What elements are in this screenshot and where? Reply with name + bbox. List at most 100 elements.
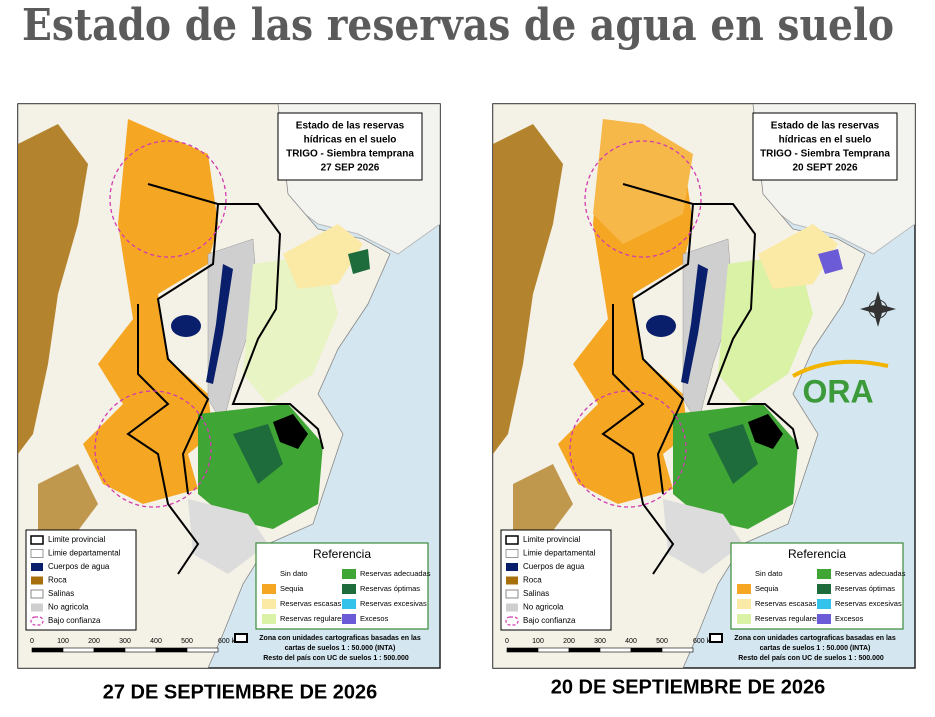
page-title: Estado de las reservas de agua en suelo [22, 0, 894, 51]
note-line: Resto del país con UC de suelos 1 : 500.… [738, 655, 884, 662]
note-line: cartas de suelos 1 : 50.000 (INTA) [760, 645, 871, 652]
logo-swoosh [792, 359, 889, 378]
scale-segment [537, 647, 570, 653]
legend-swatch [31, 576, 43, 585]
legend-swatch [506, 576, 518, 585]
river [206, 264, 233, 384]
low-confidence [584, 140, 702, 258]
excesos [818, 249, 843, 274]
legend-swatch [505, 589, 519, 599]
drought-north [593, 119, 693, 244]
low-confidence [109, 140, 227, 258]
reference-swatch [737, 584, 751, 594]
drought [83, 119, 218, 504]
legend-label: Cuerpos de agua [523, 562, 585, 571]
legend-label: Limie departamental [523, 549, 596, 558]
scale-segment [186, 647, 219, 653]
legend-label: Bajo confianza [48, 616, 101, 625]
reference-label: Reservas óptimas [835, 584, 895, 593]
scale-segment [630, 647, 663, 653]
water-body [646, 315, 676, 337]
scale-segment [31, 647, 64, 653]
reference-label: Excesos [835, 614, 864, 623]
province-line [622, 183, 695, 495]
low-confidence [94, 390, 212, 508]
map-title-box [277, 112, 423, 181]
optimas [708, 424, 758, 484]
scale-label: 600 km [693, 638, 716, 645]
map-title-line: Estado de las reservas [771, 121, 880, 132]
reference-label: Reservas adecuadas [360, 569, 431, 578]
salinas [663, 499, 743, 574]
map-caption: 20 DE SEPTIEMBRE DE 2026 [551, 676, 826, 698]
logo: ORA [802, 373, 873, 409]
legend-swatch [30, 549, 44, 558]
map-panel: Estado de las reservas hídricas en el sue… [17, 103, 441, 669]
brown-west [493, 124, 563, 454]
reference-swatch [342, 584, 356, 594]
map-title-line: TRIGO - Siembra temprana [286, 149, 414, 160]
reference-swatch [342, 599, 356, 609]
reference-swatch [817, 569, 831, 579]
reference-label: Sin dato [280, 569, 308, 578]
regular [718, 254, 813, 404]
note-line: Zona con unidades cartograficas basadas … [259, 635, 421, 642]
scale-segment [568, 647, 601, 653]
province-line [218, 203, 324, 450]
reference-label: Reservas regulares [280, 614, 345, 623]
buenos-aires [273, 414, 308, 449]
reference-label: Reservas escasas [280, 599, 342, 608]
river [681, 264, 708, 384]
legend-label: Limite provincial [48, 535, 106, 544]
legend-label: Roca [523, 576, 542, 585]
reference-swatch [817, 599, 831, 609]
note-swatch [234, 633, 248, 643]
buenos-aires [748, 414, 783, 449]
reference-swatch [737, 569, 751, 579]
reference-label: Reservas excesivas [360, 599, 427, 608]
reference-label: Reservas adecuadas [835, 569, 906, 578]
scale-label: 400 [625, 638, 637, 645]
legend-label: No agricola [48, 603, 89, 612]
scale-segment [155, 647, 188, 653]
legend-label: Bajo confianza [523, 616, 576, 625]
province-line [147, 183, 220, 495]
province-line [601, 304, 675, 575]
water-body [171, 315, 201, 337]
reference-label: Reservas excesivas [835, 599, 902, 608]
reference-label: Reservas escasas [755, 599, 817, 608]
legend-swatch [30, 535, 44, 545]
legend-box [25, 529, 137, 631]
scale-label: 300 [594, 638, 606, 645]
reference-title: Referencia [313, 547, 371, 561]
map-title-line: hídricas en el suelo [304, 135, 397, 146]
reference-label: Sequia [280, 584, 304, 593]
reference-swatch [262, 614, 276, 624]
scale-segment [599, 647, 632, 653]
reference-swatch [262, 599, 276, 609]
legend-label: Salinas [48, 589, 74, 598]
reference-swatch [817, 614, 831, 624]
scale-label: 0 [505, 638, 509, 645]
legend-label: Salinas [523, 589, 549, 598]
reference-swatch [262, 584, 276, 594]
brown-west [18, 124, 88, 454]
land [493, 104, 866, 668]
compass-ring [868, 299, 888, 319]
province-line [693, 203, 799, 450]
map-caption: 27 DE SEPTIEMBRE DE 2026 [103, 681, 378, 703]
map-title-line: 20 SEPT 2026 [792, 163, 857, 174]
map-title-line: hídricas en el suelo [779, 135, 872, 146]
note-line: Zona con unidades cartograficas basadas … [734, 635, 896, 642]
legend-swatch [505, 616, 519, 626]
scale-label: 100 [57, 638, 69, 645]
scale-label: 300 [119, 638, 131, 645]
legend-label: Cuerpos de agua [48, 562, 110, 571]
reference-label: Sin dato [755, 569, 783, 578]
compass-star [860, 291, 896, 327]
regular [243, 254, 338, 404]
legend-swatch [30, 616, 44, 626]
low-confidence [569, 390, 687, 508]
map-panel: Estado de las reservas hídricas en el sue… [492, 103, 916, 669]
map-body [493, 104, 915, 668]
